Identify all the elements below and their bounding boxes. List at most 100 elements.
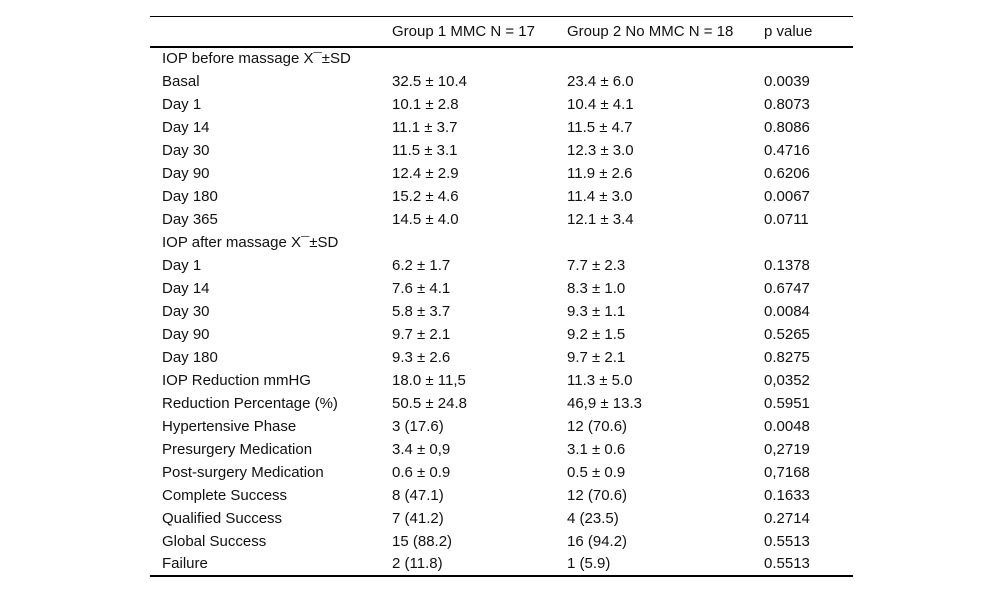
pvalue-cell: 0,0352: [764, 371, 810, 389]
table-row: Reduction Percentage (%) 50.5 ± 24.8 46,9 …: [150, 392, 853, 415]
group1-value-cell: 11.1 ± 3.7: [392, 118, 458, 136]
row-label-cell: Failure: [162, 555, 208, 572]
group1-value-cell: 32.5 ± 10.4: [392, 72, 467, 90]
pvalue-cell: 0,7168: [764, 463, 810, 481]
row-label-cell: Day 14: [162, 118, 210, 136]
table-row: Day 30 5.8 ± 3.7 9.3 ± 1.1 0.0084: [150, 300, 853, 323]
pvalue-cell: 0.0084: [764, 302, 810, 320]
group1-value-cell: 3.4 ± 0,9: [392, 440, 451, 458]
group1-value-cell: 12.4 ± 2.9: [392, 164, 459, 182]
group1-value-cell: [392, 47, 567, 70]
group2-value-cell: 7.7 ± 2.3: [567, 256, 626, 274]
group1-value-cell: 18.0 ± 11,5: [392, 371, 466, 389]
row-label-cell: Day 180: [162, 187, 218, 205]
table-row: IOP Reduction mmHG 18.0 ± 11,5 11.3 ± 5.0 0…: [150, 369, 853, 392]
pvalue-cell: 0.8073: [764, 95, 810, 113]
section-row: IOP before massage X¯±SD: [150, 47, 853, 70]
group1-value-cell: 9.3 ± 2.6: [392, 348, 451, 366]
group2-value-cell: 11.9 ± 2.6: [567, 164, 633, 182]
group1-value-cell: 7 (41.2): [392, 509, 444, 527]
row-label-cell: Reduction Percentage (%): [162, 394, 338, 412]
group2-value-cell: 0.5 ± 0.9: [567, 463, 626, 481]
row-label-cell: Day 30: [162, 302, 210, 320]
table-header: Group 1 MMC N = 17 Group 2 No MMC N = 18…: [150, 16, 853, 48]
row-label-cell: Day 90: [162, 164, 210, 182]
group1-value-cell: 15.2 ± 4.6: [392, 187, 459, 205]
pvalue-cell: 0.8086: [764, 118, 810, 136]
group1-value-cell: 15 (88.2): [392, 532, 453, 550]
row-label-cell: IOP after massage X¯±SD: [162, 233, 339, 251]
group2-value-cell: 46,9 ± 13.3: [567, 394, 642, 412]
group2-value-cell: 9.7 ± 2.1: [567, 348, 626, 366]
pvalue-cell: 0.0711: [764, 210, 809, 228]
group1-value-cell: 6.2 ± 1.7: [392, 256, 451, 274]
table-row: Day 90 12.4 ± 2.9 11.9 ± 2.6 0.6206: [150, 162, 853, 185]
group1-value-cell: 14.5 ± 4.0: [392, 210, 459, 228]
row-label-cell: Day 14: [162, 279, 210, 297]
group2-value-cell: 12.3 ± 3.0: [567, 141, 634, 159]
pvalue-cell: [764, 47, 853, 70]
results-table: Group 1 MMC N = 17 Group 2 No MMC N = 18…: [150, 16, 853, 577]
row-label-cell: Day 90: [162, 325, 210, 343]
group1-value-cell: 8 (47.1): [392, 486, 444, 504]
pvalue-cell: 0.4716: [764, 141, 810, 159]
table-row: Presurgery Medication 3.4 ± 0,9 3.1 ± 0.6 0…: [150, 438, 853, 461]
header-pvalue-cell: p value: [764, 16, 853, 48]
table-row: Day 14 11.1 ± 3.7 11.5 ± 4.7 0.8086: [150, 116, 853, 139]
table-row: Day 180 9.3 ± 2.6 9.7 ± 2.1 0.8275: [150, 346, 853, 369]
section-row: IOP after massage X¯±SD: [150, 231, 853, 254]
group2-value-cell: 11.3 ± 5.0: [567, 371, 633, 389]
pvalue-cell: 0.6206: [764, 164, 810, 182]
group2-value-cell: 3.1 ± 0.6: [567, 440, 626, 458]
pvalue-cell: 0.1633: [764, 486, 810, 504]
pvalue-cell: [764, 231, 853, 254]
row-label-cell: Complete Success: [162, 486, 288, 504]
pvalue-cell: 0,2719: [764, 440, 810, 458]
pvalue-cell: 0.5513: [764, 532, 810, 550]
table-row: Day 90 9.7 ± 2.1 9.2 ± 1.5 0.5265: [150, 323, 853, 346]
group2-value-cell: [567, 231, 764, 254]
group2-value-cell: 11.5 ± 4.7: [567, 118, 633, 136]
pvalue-cell: 0.6747: [764, 279, 810, 297]
row-label-cell: Qualified Success: [162, 509, 283, 527]
group2-value-cell: [567, 47, 764, 70]
pvalue-cell: 0.2714: [764, 509, 810, 527]
group1-value-cell: 10.1 ± 2.8: [392, 95, 459, 113]
header-group2-cell: Group 2 No MMC N = 18: [567, 16, 764, 48]
group2-value-cell: 12.1 ± 3.4: [567, 210, 634, 228]
header-empty-cell: [150, 16, 392, 48]
group1-value-cell: 3 (17.6): [392, 417, 444, 435]
group1-value-cell: 5.8 ± 3.7: [392, 302, 451, 320]
group1-value-cell: 9.7 ± 2.1: [392, 325, 451, 343]
table-row: Post-surgery Medication 0.6 ± 0.9 0.5 ± 0.…: [150, 461, 853, 484]
table-row: Day 1 6.2 ± 1.7 7.7 ± 2.3 0.1378: [150, 254, 853, 277]
table-row: Day 1 10.1 ± 2.8 10.4 ± 4.1 0.8073: [150, 93, 853, 116]
group2-value-cell: 12 (70.6): [567, 486, 628, 504]
results-table-container: Group 1 MMC N = 17 Group 2 No MMC N = 18…: [150, 16, 853, 577]
table-row: Hypertensive Phase 3 (17.6) 12 (70.6) 0.004…: [150, 415, 853, 438]
header-group1-cell: Group 1 MMC N = 17: [392, 16, 567, 48]
group1-value-cell: 2 (11.8): [392, 555, 443, 572]
table-row: Day 180 15.2 ± 4.6 11.4 ± 3.0 0.0067: [150, 185, 853, 208]
row-label-cell: Hypertensive Phase: [162, 417, 297, 435]
row-label-cell: IOP before massage X¯±SD: [162, 50, 351, 67]
row-label-cell: Day 1: [162, 95, 202, 113]
group2-value-cell: 1 (5.9): [567, 555, 611, 572]
row-label-cell: Basal: [162, 72, 200, 90]
group1-value-cell: 50.5 ± 24.8: [392, 394, 467, 412]
table-row: Complete Success 8 (47.1) 12 (70.6) 0.1633: [150, 484, 853, 507]
row-label-cell: Global Success: [162, 532, 267, 550]
group1-value-cell: 0.6 ± 0.9: [392, 463, 451, 481]
row-label-cell: Day 180: [162, 348, 218, 366]
table-row: Day 30 11.5 ± 3.1 12.3 ± 3.0 0.4716: [150, 139, 853, 162]
group1-value-cell: [392, 231, 567, 254]
group1-value-cell: 7.6 ± 4.1: [392, 279, 451, 297]
group2-value-cell: 9.2 ± 1.5: [567, 325, 626, 343]
pvalue-cell: 0.5513: [764, 555, 810, 572]
group2-value-cell: 12 (70.6): [567, 417, 628, 435]
row-label-cell: Day 1: [162, 256, 202, 274]
table-row: Day 14 7.6 ± 4.1 8.3 ± 1.0 0.6747: [150, 277, 853, 300]
row-label-cell: Day 365: [162, 210, 218, 228]
pvalue-cell: 0.0067: [764, 187, 810, 205]
